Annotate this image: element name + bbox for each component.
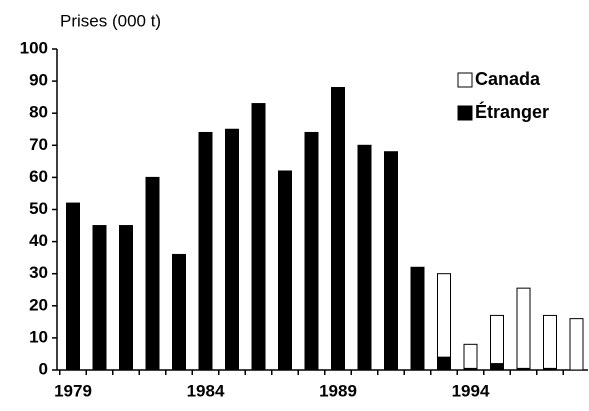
legend-swatch bbox=[457, 72, 473, 88]
bar-segment bbox=[490, 314, 504, 365]
bar-segment bbox=[198, 131, 213, 371]
x-tick-label: 1994 bbox=[452, 381, 490, 400]
legend-swatch bbox=[457, 105, 473, 121]
y-tick-label: 30 bbox=[29, 263, 48, 282]
bar-segment bbox=[225, 128, 239, 371]
bar-segment bbox=[410, 266, 425, 371]
bar-segment bbox=[357, 144, 372, 371]
bar-segment bbox=[92, 225, 107, 371]
bar-segment bbox=[463, 343, 478, 369]
y-axis-label: Prises (000 t) bbox=[60, 11, 161, 30]
y-tick-label: 50 bbox=[29, 199, 48, 218]
legend-label: Étranger bbox=[475, 101, 549, 122]
y-tick-label: 20 bbox=[29, 295, 48, 314]
x-tick-label: 1984 bbox=[187, 381, 225, 400]
y-tick-label: 60 bbox=[29, 167, 48, 186]
y-tick-label: 70 bbox=[29, 135, 48, 154]
y-tick-label: 0 bbox=[39, 359, 48, 378]
y-tick-label: 40 bbox=[29, 231, 48, 250]
bar-segment bbox=[543, 314, 557, 369]
bar-segment bbox=[437, 273, 451, 358]
bar-segment bbox=[278, 170, 292, 371]
bar-segment bbox=[304, 131, 319, 371]
bar-segment bbox=[490, 363, 504, 371]
x-tick-label: 1979 bbox=[54, 381, 92, 400]
legend-label: Canada bbox=[475, 69, 541, 89]
x-tick-label: 1989 bbox=[319, 381, 357, 400]
bar-segment bbox=[437, 356, 451, 371]
y-tick-label: 10 bbox=[29, 327, 48, 346]
bar-segment bbox=[569, 318, 584, 371]
y-tick-label: 90 bbox=[29, 71, 48, 90]
bar-segment bbox=[145, 176, 160, 371]
bar-segment bbox=[172, 253, 186, 371]
bar-segment bbox=[384, 151, 398, 371]
bar-segment bbox=[331, 87, 345, 371]
bar-segment bbox=[119, 225, 133, 371]
bar-segment bbox=[516, 287, 531, 369]
y-tick-label: 80 bbox=[29, 103, 48, 122]
bar-segment bbox=[66, 202, 80, 371]
bar-segment bbox=[251, 103, 266, 371]
y-tick-label: 100 bbox=[20, 38, 48, 57]
